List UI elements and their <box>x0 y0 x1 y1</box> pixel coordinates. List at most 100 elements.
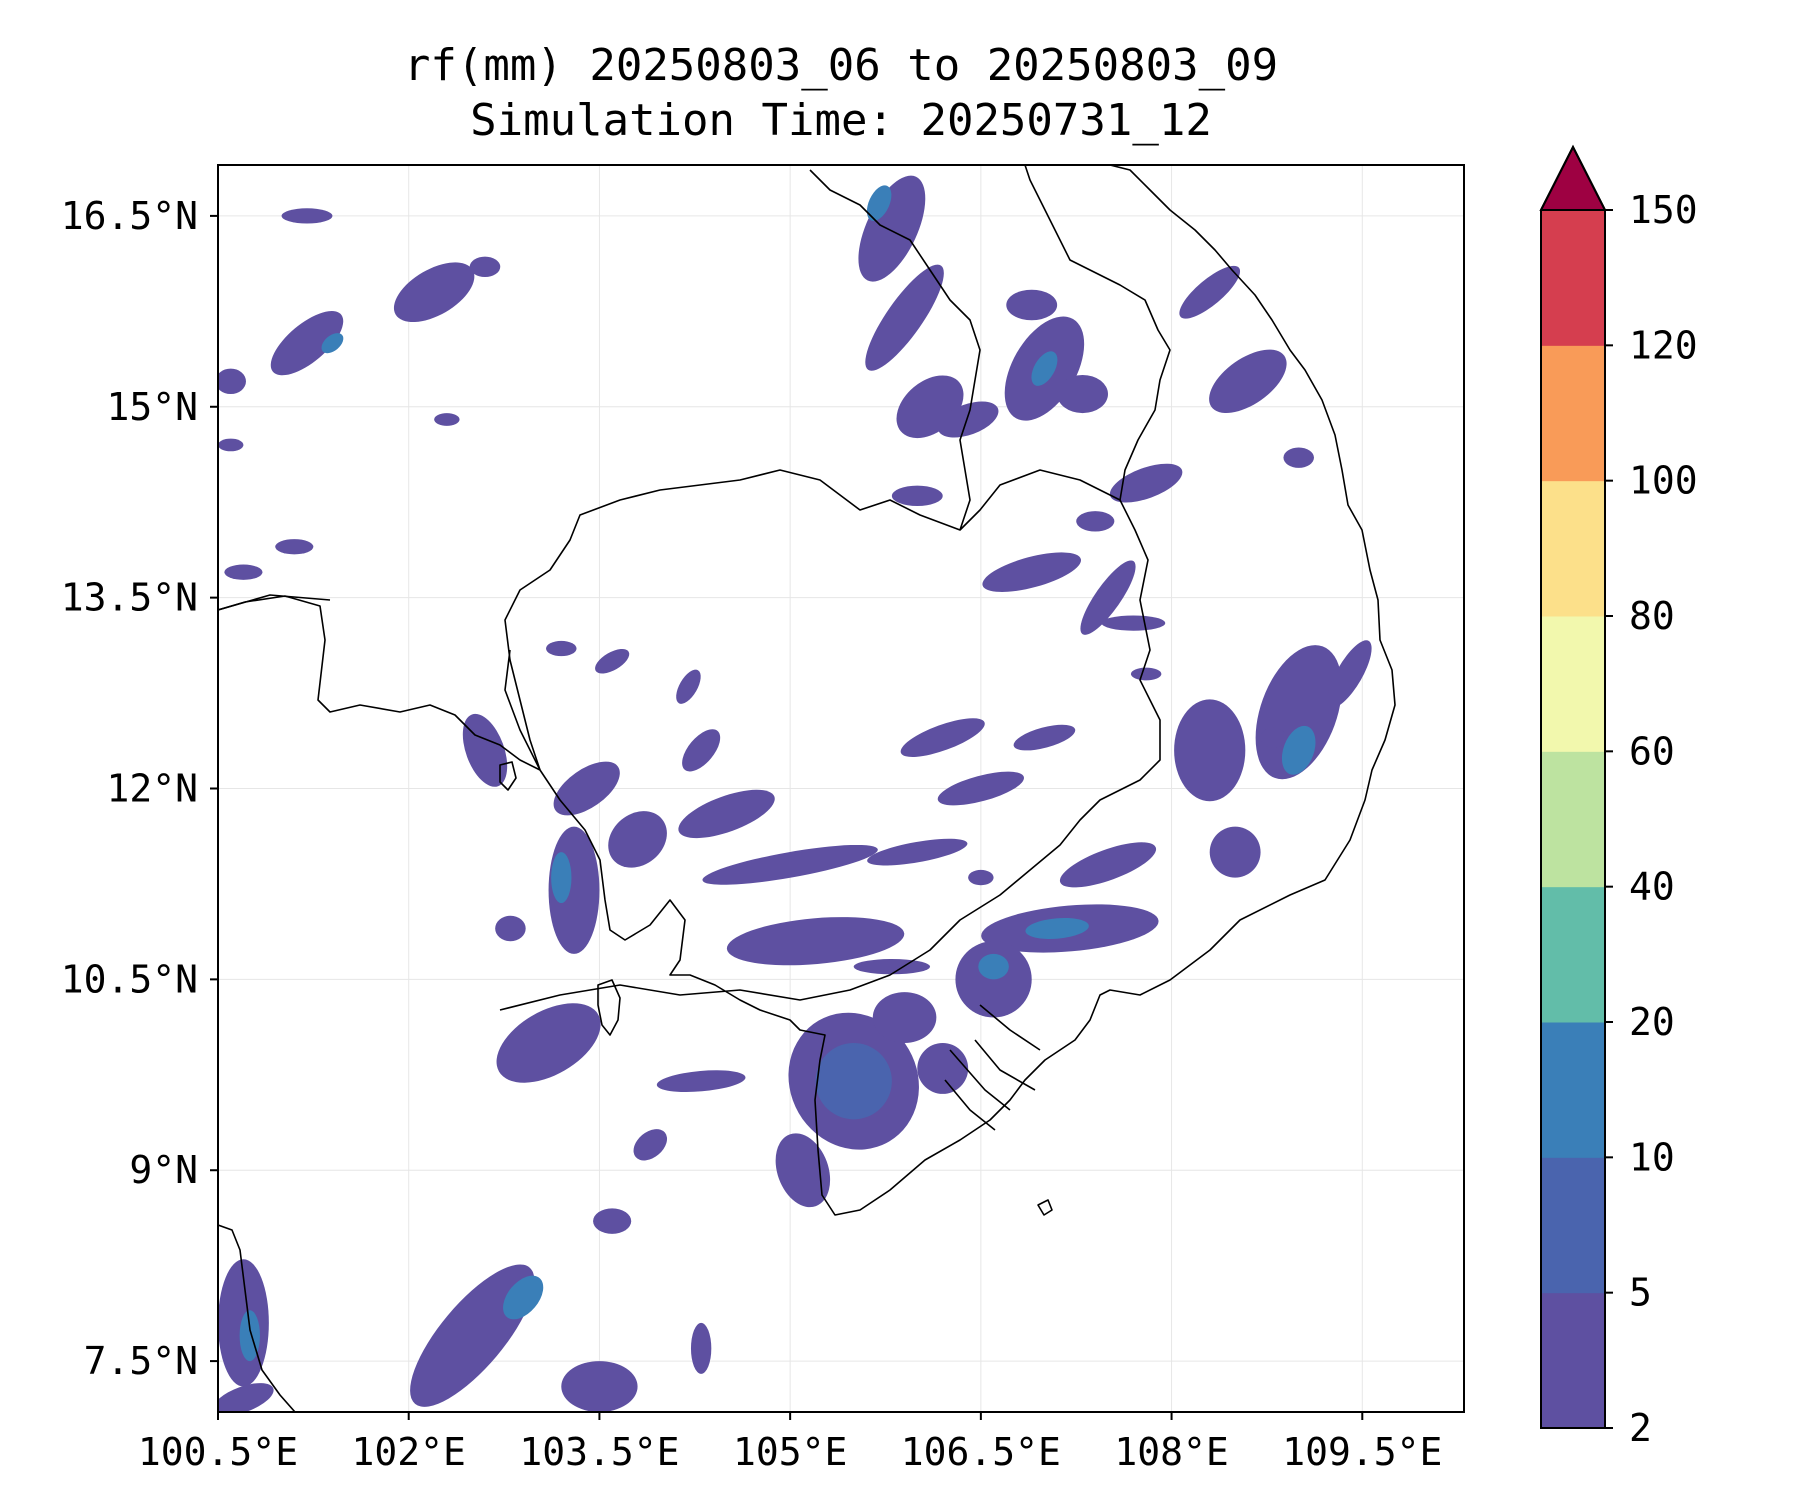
x-tick-label: 108°E <box>1114 1430 1228 1474</box>
rain-cell <box>982 552 1081 592</box>
figure-title-line-2: Simulation Time: 20250731_12 <box>470 95 1212 146</box>
figure-title-line-1: rf(mm) 20250803_06 to 20250803_09 <box>404 40 1278 91</box>
rain-cell <box>917 1042 969 1094</box>
rain-cell <box>551 852 572 904</box>
rain-cell <box>1076 511 1115 532</box>
rain-cell <box>218 368 246 395</box>
rain-cell <box>978 953 1009 980</box>
colorbar-tick-label: 5 <box>1629 1271 1652 1315</box>
rain-cell <box>553 761 620 816</box>
rain-cell <box>281 208 333 224</box>
colorbar-segment <box>1541 345 1605 482</box>
coastline-peninsula-west <box>218 1224 296 1412</box>
y-tick-label: 15°N <box>106 385 198 429</box>
rain-cell <box>218 1383 274 1412</box>
colorbar-tick-label: 60 <box>1629 729 1675 773</box>
rain-cell <box>503 1275 544 1320</box>
rain-cell <box>1179 265 1241 319</box>
colorbar-segment <box>1541 616 1605 752</box>
x-tick-label: 106.5°E <box>901 1430 1061 1474</box>
rain-cell <box>676 669 701 704</box>
border-laos <box>809 165 1171 531</box>
colorbar-segments <box>1541 210 1605 1429</box>
rain-cell <box>321 333 344 354</box>
rain-cell <box>633 1129 668 1161</box>
rain-cell <box>469 256 501 277</box>
map-panel[interactable]: 100.5°E 102°E 103.5°E 105°E 106.5°E 108°E 109.… <box>61 164 1465 1474</box>
rain-cell <box>853 959 930 975</box>
rain-cell <box>218 438 244 452</box>
colorbar-segment <box>1541 751 1605 888</box>
rain-cell <box>690 1322 712 1374</box>
colorbar-tick-labels: 2 5 10 20 40 60 80 100 120 150 <box>1605 188 1698 1450</box>
rain-cell <box>434 413 460 426</box>
rain-cell <box>858 175 926 282</box>
rain-cell <box>1209 826 1261 878</box>
x-tick-label: 105°E <box>733 1430 847 1474</box>
rain-cell <box>1101 615 1166 631</box>
rain-cell <box>608 811 667 868</box>
island-koh-kong <box>499 761 517 791</box>
rain-cell <box>393 262 475 323</box>
colorbar-segment <box>1541 1292 1605 1429</box>
colorbar: 2 5 10 20 40 60 80 100 120 150 <box>1539 144 1698 1450</box>
colorbar-segment <box>1541 480 1605 617</box>
rain-cell <box>224 564 263 580</box>
rain-cell <box>866 185 892 221</box>
colorbar-segment <box>1541 1157 1605 1294</box>
colorbar-tick-label: 20 <box>1629 1000 1675 1044</box>
rain-cell <box>546 640 577 657</box>
colorbar-frame <box>1540 144 1606 1429</box>
coastline-indochina <box>218 165 1396 1216</box>
rain-cell <box>678 789 775 839</box>
y-tick-label: 12°N <box>106 767 198 811</box>
rain-cell <box>1025 917 1089 939</box>
rain-cell <box>561 1361 638 1412</box>
rain-cell <box>815 1042 892 1120</box>
y-axis-ticks: 7.5°N 9°N 10.5°N 12°N 13.5°N 15°N 16.5°N <box>61 194 218 1383</box>
rain-cell <box>937 771 1024 806</box>
y-tick-label: 16.5°N <box>61 194 198 238</box>
rain-cell <box>656 1070 746 1093</box>
rain-cell <box>1006 289 1058 321</box>
y-tick-label: 7.5°N <box>84 1339 198 1383</box>
rain-cell <box>867 838 968 866</box>
rain-cell <box>275 539 314 555</box>
y-tick-label: 9°N <box>129 1148 198 1192</box>
rain-cell <box>1174 699 1246 802</box>
rain-cell <box>595 648 630 674</box>
colorbar-tick-label: 100 <box>1629 459 1698 503</box>
rain-cell <box>1031 351 1058 386</box>
rain-cell <box>495 915 526 942</box>
rain-cell <box>865 264 944 371</box>
rain-cell <box>1260 727 1287 748</box>
rain-cell <box>1327 640 1372 708</box>
colorbar-segment <box>1541 1022 1605 1158</box>
rain-cell <box>270 311 344 376</box>
rain-cell <box>1057 374 1108 414</box>
rain-cell <box>968 869 994 886</box>
rain-cell <box>410 1264 535 1407</box>
rain-cell <box>1283 447 1314 468</box>
x-tick-label: 109.5°E <box>1282 1430 1442 1474</box>
border-thailand <box>218 594 541 771</box>
rain-cell <box>462 713 508 787</box>
rain-cell <box>937 401 999 438</box>
x-tick-label: 100.5°E <box>138 1430 298 1474</box>
rain-cell <box>1013 724 1076 751</box>
colorbar-extend-arrow <box>1539 144 1607 211</box>
rain-cell <box>891 485 943 507</box>
colorbar-tick-label: 80 <box>1629 594 1675 638</box>
rain-cell <box>1209 349 1287 413</box>
border-cambodia <box>499 469 1161 1011</box>
island-con-son <box>1037 1199 1053 1216</box>
colorbar-tick-label: 150 <box>1629 188 1698 232</box>
rain-cell <box>496 1003 601 1083</box>
rain-cell <box>1130 667 1162 681</box>
colorbar-segment <box>1541 886 1605 1023</box>
y-tick-label: 10.5°N <box>61 957 198 1001</box>
colorbar-tick-label: 40 <box>1629 865 1675 909</box>
rain-cell <box>726 917 905 966</box>
colorbar-segment <box>1541 210 1605 346</box>
